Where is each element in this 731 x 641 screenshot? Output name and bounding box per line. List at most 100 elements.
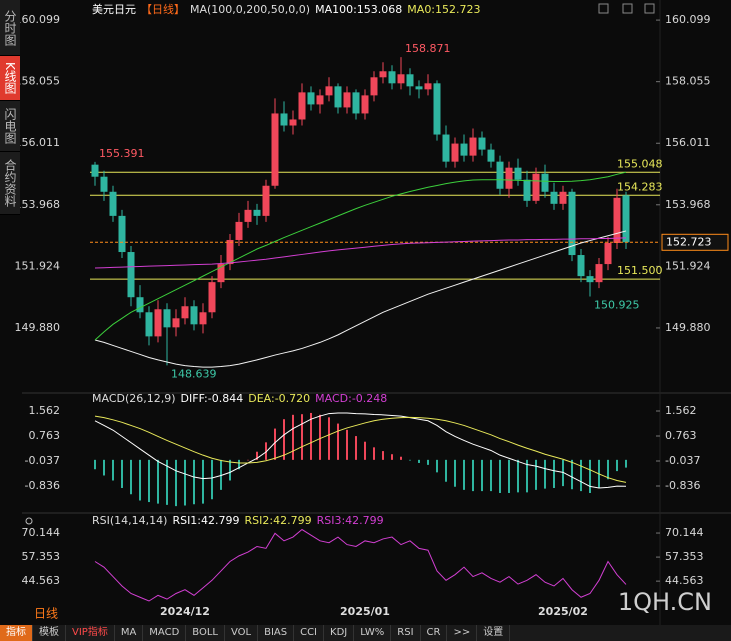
candle-body (118, 215, 126, 253)
toolbar-button[interactable]: RSI (391, 625, 421, 641)
macd-bar (103, 459, 105, 476)
macd-bar (166, 459, 168, 505)
candle-body (325, 86, 333, 96)
y-tick-label-right: 149.880 (665, 321, 711, 334)
candle-body (424, 83, 432, 90)
candle-body (442, 134, 450, 162)
macd-bar (364, 441, 366, 460)
y-tick-label-right: 57.353 (665, 550, 704, 563)
tab[interactable]: K线图 (0, 56, 20, 101)
candle-body (388, 71, 396, 84)
price-annotation: 150.925 (594, 298, 640, 311)
price-annotation: 158.871 (405, 42, 451, 55)
candle-body (460, 143, 468, 156)
price-annotation: 155.391 (99, 147, 145, 160)
candle-body (550, 191, 558, 204)
y-tick-label: 156.011 (15, 136, 61, 149)
toolbar-button[interactable]: 指标 (0, 625, 33, 641)
y-tick-label: -0.836 (25, 479, 60, 492)
toolbar-button[interactable]: BIAS (258, 625, 295, 641)
toolbar-button[interactable]: KDJ (324, 625, 355, 641)
indicator-line (94, 412, 627, 489)
y-tick-label-right: 153.968 (665, 198, 711, 211)
macd-bar (463, 459, 465, 490)
icon[interactable] (644, 3, 655, 14)
macd-bar (589, 459, 591, 493)
candle-body (235, 221, 243, 240)
candle-body (478, 137, 486, 150)
indicator-label: MA100:153.068 (315, 3, 402, 16)
toolbar-button[interactable]: CR (421, 625, 448, 641)
macd-bar (571, 459, 573, 490)
indicator-label: RSI(14,14,14) (92, 514, 167, 527)
candle-body (343, 92, 351, 108)
toolbar-button[interactable]: MA (115, 625, 144, 641)
candle-body (307, 92, 315, 105)
macd-bar (274, 428, 276, 460)
candle-body (172, 318, 180, 328)
macd-bar (607, 459, 609, 480)
candle-body (136, 297, 144, 313)
macd-bar (256, 451, 258, 460)
toolbar-button[interactable]: VOL (225, 625, 259, 641)
icon[interactable] (598, 3, 609, 14)
macd-bar (616, 459, 618, 472)
candle-body (586, 276, 594, 283)
toolbar-button[interactable]: 模板 (33, 625, 66, 641)
candle-body (361, 95, 369, 114)
macd-bar (562, 459, 564, 487)
toolbar-button[interactable]: CCI (294, 625, 325, 641)
indicator-label: DIFF:-0.844 (181, 392, 244, 405)
indicator-line (94, 528, 627, 602)
y-tick-label: 0.763 (29, 429, 61, 442)
macd-bar (238, 459, 240, 470)
candle-body (559, 191, 567, 204)
toolbar-button[interactable]: VIP指标 (66, 625, 115, 641)
macd-bar (301, 414, 303, 460)
x-tick-label: 2024/12 (160, 605, 210, 618)
y-tick-label-right: 44.563 (665, 574, 704, 587)
icon[interactable] (622, 3, 633, 14)
tab[interactable]: 闪电图 (0, 101, 20, 152)
toolbar-button[interactable]: BOLL (186, 625, 225, 641)
macd-bar (202, 459, 204, 504)
indicator-label: RSI3:42.799 (317, 514, 384, 527)
macd-bar (535, 459, 537, 490)
toolbar-button[interactable]: 设置 (477, 625, 511, 641)
tab[interactable]: 分时图 (0, 0, 20, 56)
candle-body (379, 71, 387, 78)
macd-bar (517, 459, 519, 493)
candle-body (595, 264, 603, 283)
y-tick-label-right: 160.099 (665, 13, 711, 26)
macd-bar (229, 459, 231, 481)
candle-body (487, 149, 495, 162)
tab[interactable]: 合约资料 (0, 152, 20, 215)
x-tick-label: 2025/02 (538, 605, 588, 618)
icon[interactable] (25, 517, 33, 525)
candle-body (613, 197, 621, 243)
candle-body (541, 173, 549, 192)
macd-bar (211, 459, 213, 500)
candle-body (577, 255, 585, 277)
period-label[interactable]: 日线 (34, 607, 58, 621)
toolbar-button[interactable]: MACD (143, 625, 187, 641)
macd-bar (409, 459, 411, 461)
macd-bar (292, 414, 294, 460)
candle-body (514, 167, 522, 180)
y-tick-label-right: 70.144 (665, 526, 704, 539)
toolbar-button[interactable]: >> (447, 625, 478, 641)
candle-body (352, 92, 360, 114)
toolbar-button[interactable]: LW% (354, 625, 392, 641)
macd-bar (544, 459, 546, 489)
toolbar: 指标 模板 VIP指标 MA MACD BOLL VOL BIAS CCI KD… (0, 625, 731, 641)
indicator-label: DEA:-0.720 (248, 392, 310, 405)
candle-body (199, 312, 207, 325)
macd-bar (184, 459, 186, 506)
candle-body (622, 195, 630, 243)
candle-body (100, 176, 108, 192)
indicator-line (94, 415, 627, 483)
macd-bar (265, 442, 267, 460)
candle-body (334, 86, 342, 108)
macd-bar (220, 459, 222, 490)
